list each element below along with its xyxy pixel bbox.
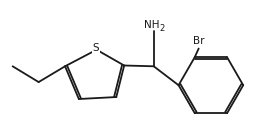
Text: NH: NH: [144, 20, 159, 30]
Text: 2: 2: [160, 24, 165, 33]
Text: Br: Br: [193, 36, 205, 47]
Text: S: S: [92, 43, 99, 53]
